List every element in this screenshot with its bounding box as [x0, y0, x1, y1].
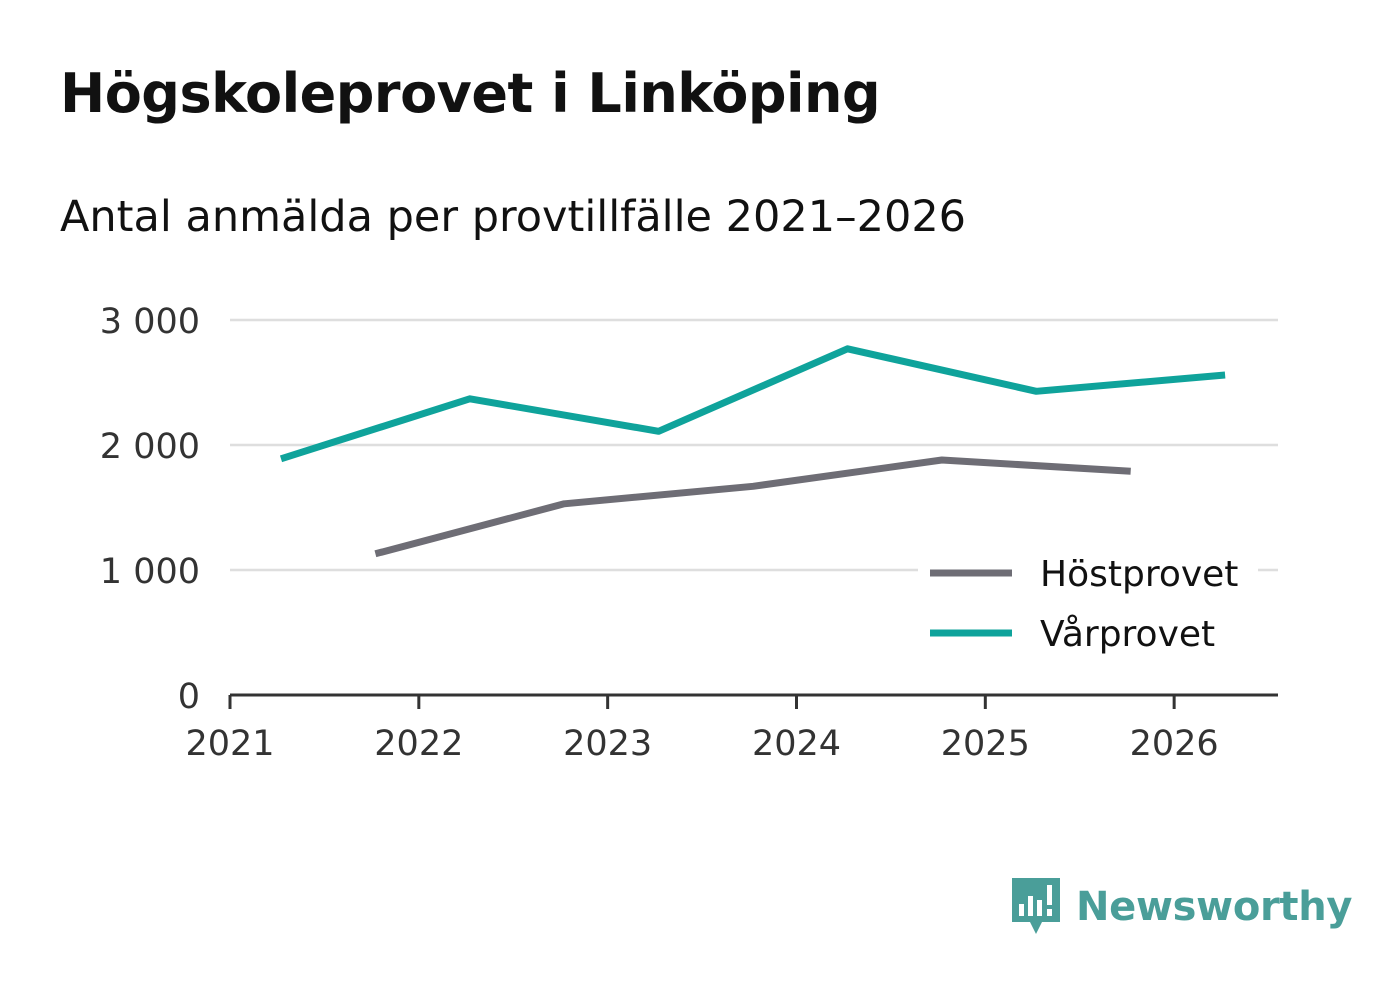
series-line — [279, 345, 1226, 463]
series-line — [374, 456, 1131, 558]
x-tick-label: 2021 — [185, 724, 274, 764]
y-tick-label: 2 000 — [100, 427, 200, 467]
legend-label: Vårprovet — [1040, 614, 1215, 655]
y-tick-label: 1 000 — [100, 552, 200, 592]
x-tick-label: 2025 — [941, 724, 1030, 764]
legend-background — [918, 548, 1258, 666]
chart-title: Högskoleprovet i Linköping — [60, 62, 881, 125]
brand-name: Newsworthy — [1076, 884, 1353, 930]
legend-label: Höstprovet — [1040, 554, 1238, 595]
y-tick-label: 3 000 — [100, 302, 200, 342]
bar-chart-speech-bubble-icon — [1012, 878, 1060, 934]
x-tick-label: 2022 — [374, 724, 463, 764]
x-tick-label: 2026 — [1130, 724, 1219, 764]
brand-logo: Newsworthy — [1010, 876, 1353, 938]
x-tick-label: 2023 — [563, 724, 652, 764]
chart-subtitle: Antal anmälda per provtillfälle 2021–202… — [60, 192, 967, 242]
y-tick-label: 0 — [178, 677, 200, 717]
x-tick-label: 2024 — [752, 724, 841, 764]
